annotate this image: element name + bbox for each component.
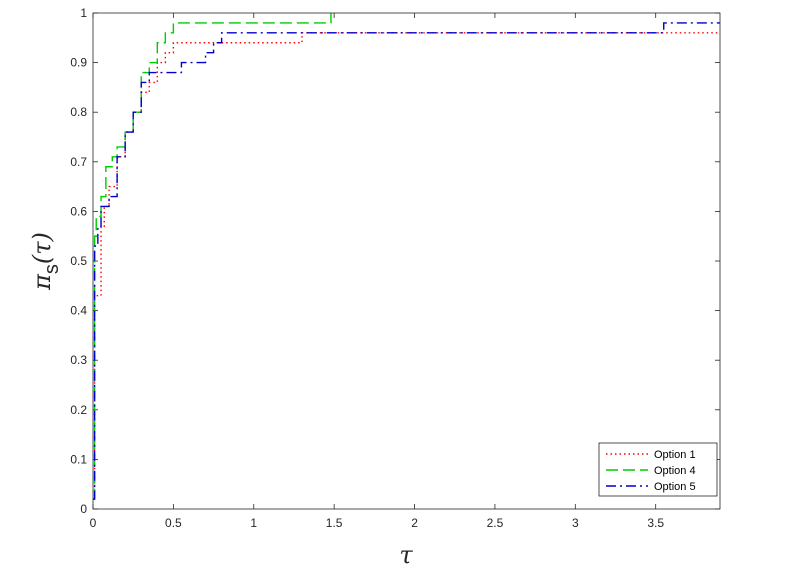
- x-tick-label: 3.5: [647, 516, 664, 530]
- x-tick-label: 0: [90, 516, 97, 530]
- legend-box: [598, 442, 718, 497]
- series-line-option-5: [93, 22, 720, 500]
- series-line-option-4: [93, 13, 332, 500]
- x-tick-label: 3: [572, 516, 579, 530]
- plot-area: [93, 13, 720, 509]
- y-tick-label: 0.7: [70, 155, 87, 169]
- svg-text:πs(τ): πs(τ): [28, 232, 63, 291]
- x-tick-label: 2: [411, 516, 418, 530]
- x-tick-label: 2.5: [487, 516, 504, 530]
- x-tick-label: 0.5: [165, 516, 182, 530]
- y-axis-title-main: π: [28, 273, 56, 291]
- y-tick-label: 0.6: [70, 204, 87, 218]
- legend-label: Option 1: [654, 449, 696, 461]
- y-axis-title: πs(τ): [28, 232, 63, 291]
- y-tick-label: 0.3: [70, 353, 87, 367]
- y-tick-label: 0: [80, 502, 87, 516]
- y-tick-label: 1: [80, 6, 87, 20]
- axis-ticks: 0 0.5 1 1.5 2 2.5 3 3.5 0 0.1 0.2 0.3 0.4 0.5 0.6 0.7 0.…: [70, 6, 720, 530]
- legend-label: Option 5: [654, 481, 696, 493]
- y-tick-label: 0.8: [70, 105, 87, 119]
- x-tick-label: 1.5: [326, 516, 343, 530]
- y-axis-title-subscript: s: [41, 264, 63, 274]
- y-tick-label: 0.1: [70, 452, 87, 466]
- x-axis-title: τ: [399, 541, 413, 569]
- y-tick-label: 0.9: [70, 56, 87, 70]
- y-axis-title-suffix: (τ): [28, 232, 56, 264]
- plot-frame: [92, 12, 721, 510]
- legend: Option 1 Option 4 Option 5: [598, 442, 718, 497]
- legend-label: Option 4: [654, 465, 696, 477]
- x-tick-label: 1: [250, 516, 257, 530]
- y-tick-label: 0.4: [70, 304, 87, 318]
- y-tick-label: 0.2: [70, 403, 87, 417]
- y-tick-label: 0.5: [70, 254, 87, 268]
- series-lines: [93, 13, 720, 500]
